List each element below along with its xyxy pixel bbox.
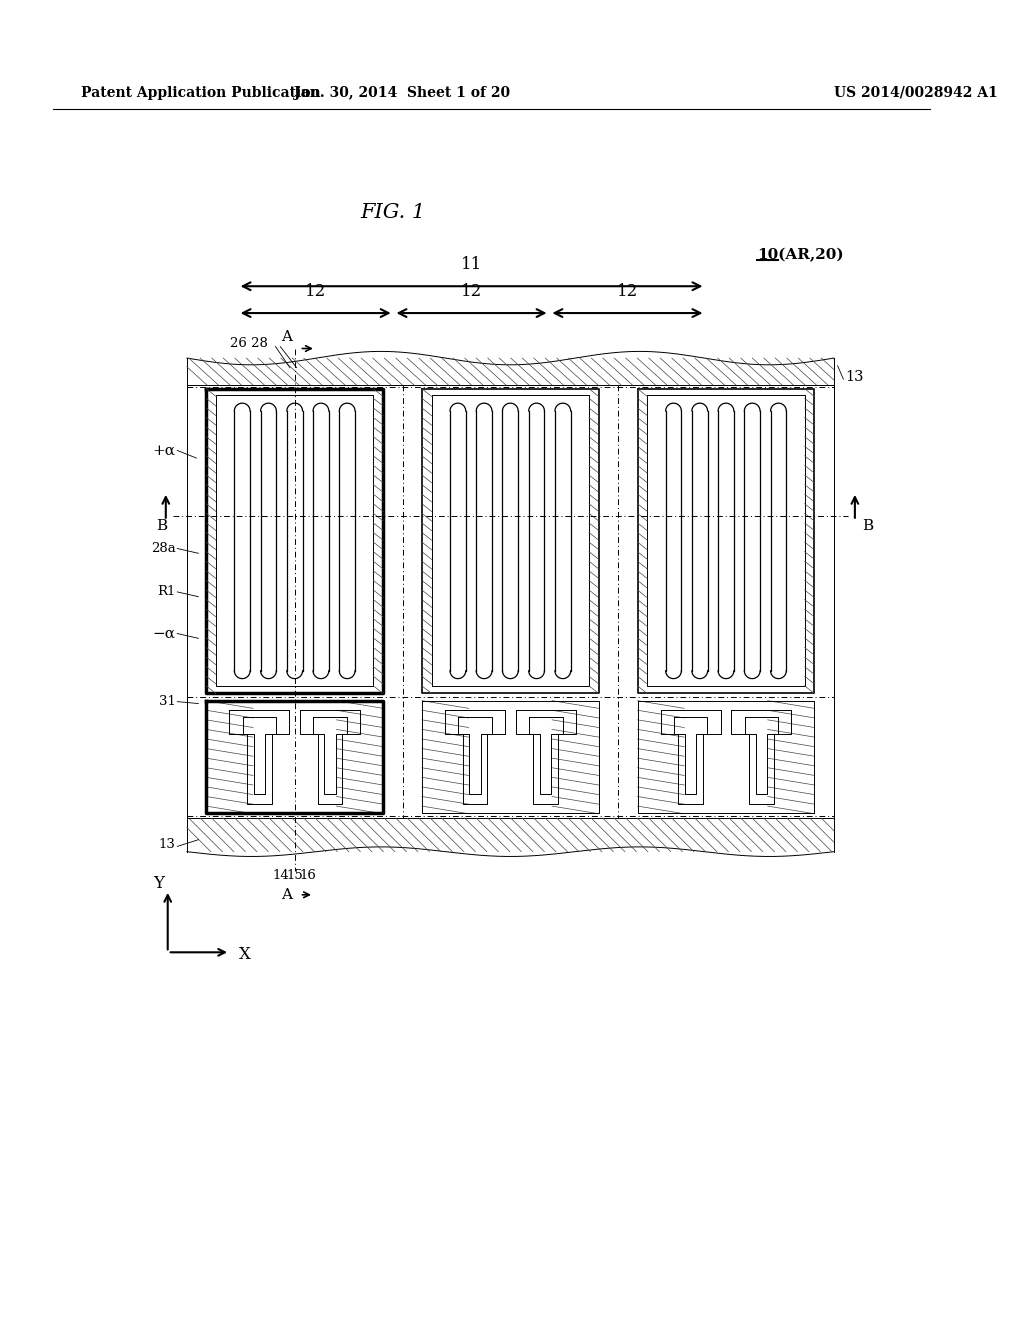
Text: B: B — [862, 519, 873, 532]
Text: A: A — [282, 330, 293, 345]
Text: 31: 31 — [159, 696, 175, 708]
Text: 13: 13 — [845, 371, 864, 384]
Text: R1: R1 — [157, 585, 175, 598]
Text: 14: 14 — [273, 869, 290, 882]
Text: 26 28: 26 28 — [230, 337, 268, 350]
Text: FIG. 1: FIG. 1 — [360, 203, 426, 222]
Text: 15: 15 — [287, 869, 303, 882]
Text: 12: 12 — [305, 282, 327, 300]
Text: Jan. 30, 2014  Sheet 1 of 20: Jan. 30, 2014 Sheet 1 of 20 — [295, 86, 511, 99]
Text: 16: 16 — [300, 869, 316, 882]
Text: Patent Application Publication: Patent Application Publication — [82, 86, 322, 99]
Text: A: A — [282, 888, 293, 902]
Text: −α: −α — [153, 627, 175, 640]
Text: Y: Y — [153, 875, 164, 892]
Text: B: B — [157, 519, 168, 532]
Text: 12: 12 — [461, 282, 482, 300]
Text: 28a: 28a — [151, 543, 175, 554]
Text: +α: +α — [153, 444, 175, 458]
Text: X: X — [239, 945, 251, 962]
Text: US 2014/0028942 A1: US 2014/0028942 A1 — [834, 86, 997, 99]
Text: 11: 11 — [461, 256, 482, 273]
Text: 13: 13 — [159, 838, 175, 851]
Text: 10(AR,20): 10(AR,20) — [757, 248, 844, 261]
Text: 12: 12 — [616, 282, 638, 300]
